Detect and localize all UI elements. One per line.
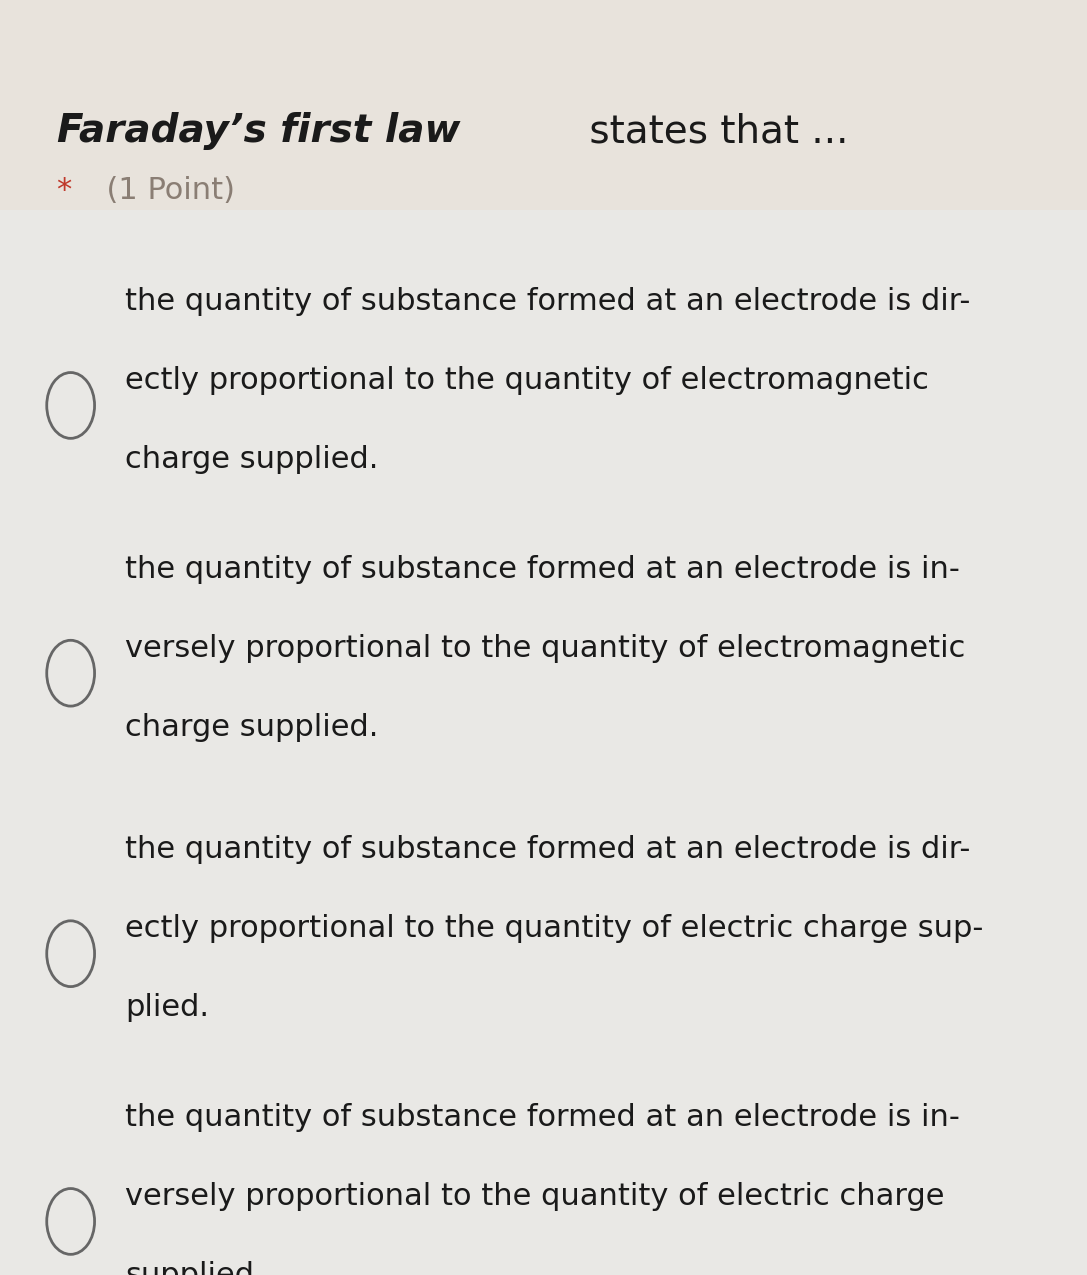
Text: the quantity of substance formed at an electrode is dir-: the quantity of substance formed at an e… [125, 287, 971, 316]
Text: versely proportional to the quantity of electromagnetic: versely proportional to the quantity of … [125, 634, 965, 663]
Text: ectly proportional to the quantity of electric charge sup-: ectly proportional to the quantity of el… [125, 914, 984, 944]
Text: the quantity of substance formed at an electrode is in-: the quantity of substance formed at an e… [125, 1103, 960, 1132]
Text: plied.: plied. [125, 993, 209, 1023]
Text: charge supplied.: charge supplied. [125, 445, 378, 474]
FancyBboxPatch shape [0, 0, 1087, 210]
Text: (1 Point): (1 Point) [87, 176, 235, 205]
Text: states that ...: states that ... [577, 112, 849, 150]
Text: the quantity of substance formed at an electrode is in-: the quantity of substance formed at an e… [125, 555, 960, 584]
Text: *: * [57, 176, 72, 205]
Text: versely proportional to the quantity of electric charge: versely proportional to the quantity of … [125, 1182, 945, 1211]
Text: supplied.: supplied. [125, 1261, 264, 1275]
Text: ectly proportional to the quantity of electromagnetic: ectly proportional to the quantity of el… [125, 366, 929, 395]
Text: Faraday’s first law: Faraday’s first law [57, 112, 460, 150]
Text: charge supplied.: charge supplied. [125, 713, 378, 742]
Text: the quantity of substance formed at an electrode is dir-: the quantity of substance formed at an e… [125, 835, 971, 864]
